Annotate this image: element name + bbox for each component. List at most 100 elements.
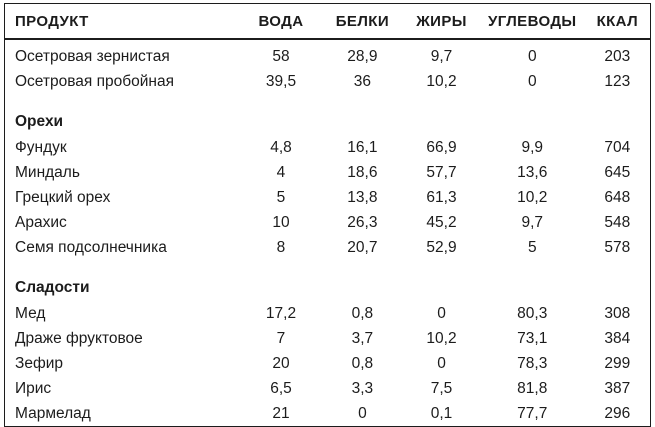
product-name-cell: Мармелад	[15, 404, 91, 422]
value-cell: 45,2	[426, 213, 457, 231]
value-cell: 299	[604, 354, 631, 372]
column-header-product: ПРОДУКТ	[4, 3, 241, 40]
value-cell: 387	[604, 379, 631, 397]
value-cell: 8	[276, 238, 286, 256]
value-cell: 58	[272, 47, 290, 65]
spacer-row	[5, 94, 651, 109]
table-row: Драже фруктовое 7 3,7 10,2 73,1 384	[5, 326, 651, 351]
value-cell: 648	[604, 188, 631, 206]
table-row: Миндаль 4 18,6 57,7 13,6 645	[5, 160, 651, 185]
value-cell: 9,7	[430, 47, 453, 65]
value-cell: 20,7	[347, 238, 378, 256]
product-name-cell: Семя подсолнечника	[15, 238, 167, 256]
value-cell: 0	[437, 354, 446, 372]
value-cell: 73,1	[517, 329, 548, 347]
value-cell: 52,9	[426, 238, 457, 256]
value-cell: 9,9	[521, 138, 544, 156]
value-cell: 308	[604, 304, 631, 322]
value-cell: 0,8	[351, 354, 374, 372]
value-cell: 36	[353, 72, 371, 90]
value-cell: 10,2	[426, 329, 457, 347]
value-cell: 28,9	[347, 47, 378, 65]
section-title: Сладости	[15, 279, 90, 296]
spacer-row	[5, 260, 651, 275]
value-cell: 10,2	[426, 72, 457, 90]
value-cell: 6,5	[270, 379, 292, 397]
value-cell: 10,2	[517, 188, 548, 206]
section-title-row: Сладости	[5, 275, 651, 301]
product-name-cell: Ирис	[15, 379, 52, 397]
value-cell: 13,6	[517, 163, 548, 181]
value-cell: 81,8	[517, 379, 548, 397]
product-name-cell: Миндаль	[15, 163, 80, 181]
value-cell: 3,7	[351, 329, 374, 347]
value-cell: 0	[527, 72, 537, 90]
product-name-cell: Зефир	[15, 354, 64, 372]
table-row: Грецкий орех 5 13,8 61,3 10,2 648	[5, 185, 651, 210]
spacer-cell	[5, 94, 651, 109]
value-cell: 203	[604, 47, 631, 65]
value-cell: 16,1	[347, 138, 378, 156]
value-cell: 9,7	[521, 213, 544, 231]
section-title-row: Орехи	[5, 109, 651, 135]
value-cell: 4,8	[270, 138, 292, 156]
value-cell: 0	[527, 47, 537, 65]
value-cell: 384	[604, 329, 631, 347]
column-header-fat: ЖИРЫ	[403, 3, 480, 40]
product-name-cell: Арахис	[15, 213, 67, 231]
value-cell: 77,7	[517, 404, 548, 422]
table-row: Мармелад 21 0 0,1 77,7 296	[5, 401, 651, 427]
product-name-cell: Мед	[15, 304, 46, 322]
table-header: ПРОДУКТ ВОДА БЕЛКИ ЖИРЫ УГЛЕВОДЫ ККАЛ	[4, 3, 651, 40]
value-cell: 704	[604, 138, 631, 156]
product-name-cell: Драже фруктовое	[15, 329, 143, 347]
value-cell: 0,1	[430, 404, 453, 422]
value-cell: 10	[272, 213, 290, 231]
value-cell: 5	[276, 188, 286, 206]
table-row: Ирис 6,5 3,3 7,5 81,8 387	[5, 376, 651, 401]
column-header-carbs: УГЛЕВОДЫ	[479, 3, 585, 40]
product-name-cell: Фундук	[15, 138, 67, 156]
value-cell: 17,2	[265, 304, 297, 322]
value-cell: 26,3	[347, 213, 378, 231]
value-cell: 21	[272, 404, 290, 422]
value-cell: 645	[604, 163, 631, 181]
table-row: Арахис 10 26,3 45,2 9,7 548	[5, 210, 651, 235]
column-header-water: ВОДА	[240, 3, 322, 40]
column-header-protein: БЕЛКИ	[321, 3, 404, 40]
value-cell: 18,6	[347, 163, 378, 181]
value-cell: 13,8	[347, 188, 378, 206]
value-cell: 57,7	[426, 163, 457, 181]
table-row: Осетровая зернистая 58 28,9 9,7 0 203	[5, 39, 651, 69]
table-row: Зефир 20 0,8 0 78,3 299	[5, 351, 651, 376]
product-name-cell: Осетровая зернистая	[15, 47, 170, 65]
value-cell: 80,3	[517, 304, 548, 322]
value-cell: 78,3	[517, 354, 548, 372]
value-cell: 5	[527, 238, 537, 256]
value-cell: 4	[276, 163, 286, 181]
table-row: Осетровая пробойная 39,5 36 10,2 0 123	[5, 69, 651, 94]
spacer-cell	[5, 260, 651, 275]
table-row: Мед 17,2 0,8 0 80,3 308	[5, 301, 651, 326]
column-header-kcal: ККАЛ	[584, 3, 651, 40]
value-cell: 66,9	[426, 138, 457, 156]
value-cell: 39,5	[265, 72, 297, 90]
value-cell: 7	[276, 329, 286, 347]
value-cell: 61,3	[426, 188, 457, 206]
table-body: Осетровая зернистая 58 28,9 9,7 0 203 Осетрова…	[5, 39, 651, 427]
header-row: ПРОДУКТ ВОДА БЕЛКИ ЖИРЫ УГЛЕВОДЫ ККАЛ	[4, 3, 651, 40]
value-cell: 0	[358, 404, 367, 422]
value-cell: 3,3	[351, 379, 374, 397]
table-row: Семя подсолнечника 8 20,7 52,9 5 578	[5, 235, 651, 260]
value-cell: 123	[604, 72, 631, 90]
value-cell: 578	[604, 238, 631, 256]
value-cell: 548	[604, 213, 631, 231]
value-cell: 0	[437, 304, 446, 322]
value-cell: 20	[272, 354, 290, 372]
table-row: Фундук 4,8 16,1 66,9 9,9 704	[5, 135, 651, 160]
value-cell: 296	[604, 404, 631, 422]
section-title: Орехи	[15, 113, 64, 130]
product-name-cell: Осетровая пробойная	[15, 72, 174, 90]
nutrition-table: ПРОДУКТ ВОДА БЕЛКИ ЖИРЫ УГЛЕВОДЫ ККАЛ Ос…	[4, 3, 651, 427]
